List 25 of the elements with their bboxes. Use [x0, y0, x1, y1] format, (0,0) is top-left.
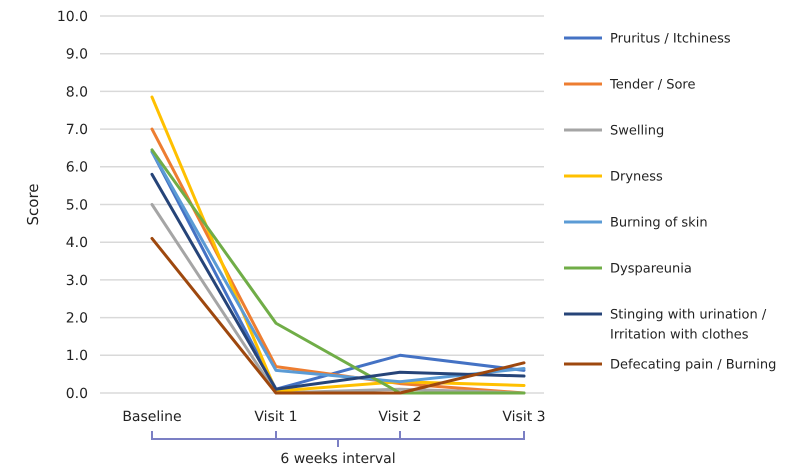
- legend-label: Tender / Sore: [609, 78, 696, 93]
- y-tick-label: 2.0: [66, 310, 88, 326]
- legend-label: Dyspareunia: [610, 262, 692, 277]
- legend-label: Swelling: [610, 124, 664, 139]
- y-tick-label: 9.0: [66, 46, 88, 63]
- x-tick-label: Visit 1: [254, 409, 298, 425]
- x-tick-label: Visit 3: [502, 409, 546, 425]
- legend-label: Burning of skin: [610, 216, 708, 231]
- y-tick-label: 5.0: [66, 197, 88, 214]
- y-tick-label: 8.0: [66, 84, 88, 100]
- legend-label: Defecating pain / Burning: [610, 358, 776, 373]
- y-tick-label: 0.0: [66, 386, 88, 402]
- y-tick-label: 10.0: [56, 8, 88, 25]
- x-tick-label: Visit 2: [378, 409, 422, 425]
- y-tick-label: 4.0: [66, 235, 88, 252]
- y-tick-label: 6.0: [66, 160, 88, 176]
- text: 6 weeks interval: [280, 451, 396, 467]
- legend-label: Dryness: [610, 170, 664, 185]
- legend-label: Stinging with urination / Irritation with clothes: [610, 308, 767, 343]
- y-axis-title: Score: [24, 183, 42, 226]
- x-tick-label: Baseline: [122, 409, 182, 425]
- y-tick-label: 7.0: [66, 122, 88, 138]
- y-tick-label: 3.0: [66, 272, 88, 289]
- y-tick-label: 1.0: [66, 348, 88, 364]
- legend-label: Pruritus / Itchiness: [610, 32, 731, 47]
